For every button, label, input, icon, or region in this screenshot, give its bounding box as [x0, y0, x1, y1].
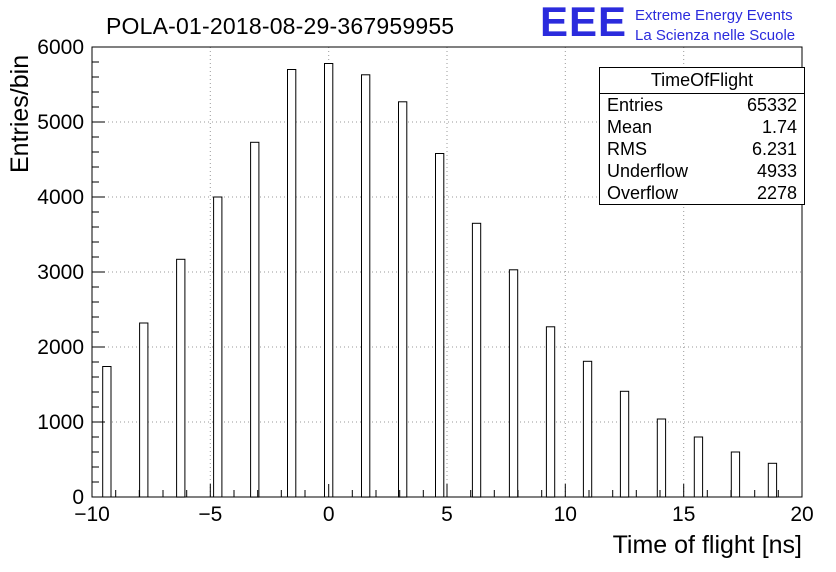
histogram-bar	[102, 366, 112, 498]
stats-row-value: 6.231	[751, 139, 797, 159]
histogram-bar	[361, 74, 371, 498]
plot-title: POLA-01-2018-08-29-367959955	[106, 13, 455, 39]
x-axis-title: Time of flight [ns]	[612, 531, 802, 559]
svg-text:5: 5	[441, 503, 453, 526]
histogram-bar	[545, 326, 556, 498]
histogram-bar	[730, 451, 741, 498]
stats-row: Underflow 4933	[600, 160, 804, 182]
x-tick-labels: −10 −5 0 5 10 15 20	[74, 503, 813, 526]
histogram-bar	[656, 418, 667, 498]
stats-row-value: 65332	[746, 95, 797, 115]
stats-row-label: Overflow	[607, 183, 679, 203]
histogram-bar	[619, 390, 630, 498]
stats-row-label: RMS	[607, 139, 647, 159]
stats-row-value: 2278	[756, 183, 797, 203]
eee-logo-line2: La Scienza nelle Scuole	[635, 26, 796, 44]
y-axis-title: Entries/bin	[6, 54, 34, 173]
stats-row-value: 4933	[756, 161, 797, 181]
histogram-bar	[139, 322, 149, 498]
eee-logo-line1: Extreme Energy Events	[635, 7, 793, 24]
histogram-bar	[324, 63, 334, 498]
histogram-bars	[102, 63, 778, 498]
histogram-bar	[287, 69, 297, 498]
svg-text:10: 10	[554, 503, 577, 526]
svg-text:1000: 1000	[37, 411, 84, 434]
svg-text:0: 0	[72, 486, 84, 509]
svg-text:4000: 4000	[37, 186, 84, 209]
histogram-bar	[471, 222, 482, 498]
y-tick-labels: 0 1000 2000 3000 4000 5000 6000	[37, 36, 84, 509]
histogram-bar	[582, 360, 593, 498]
svg-text:15: 15	[672, 503, 695, 526]
histogram-bar	[250, 141, 260, 498]
histogram-bar	[693, 436, 704, 498]
histogram-bar	[435, 153, 445, 498]
stats-row: Overflow 2278	[600, 182, 804, 204]
svg-text:−10: −10	[74, 503, 110, 526]
svg-text:6000: 6000	[37, 36, 84, 59]
eee-logo: EEE Extreme Energy Events La Scienza nel…	[540, 0, 795, 45]
eee-logo-text: Extreme Energy Events La Scienza nelle S…	[635, 2, 795, 45]
svg-text:3000: 3000	[37, 261, 84, 284]
histogram-bar	[176, 258, 186, 498]
svg-text:0: 0	[323, 503, 335, 526]
svg-text:2000: 2000	[37, 336, 84, 359]
stats-box: TimeOfFlight Entries 65332 Mean 1.74 RMS…	[599, 67, 805, 205]
histogram-bar	[398, 101, 408, 498]
stats-row-label: Entries	[607, 95, 664, 115]
histogram-bar	[767, 462, 778, 498]
stats-row: RMS 6.231	[600, 138, 804, 160]
eee-logo-acronym: EEE	[540, 0, 628, 45]
stats-row-label: Underflow	[607, 161, 689, 181]
svg-text:5000: 5000	[37, 111, 84, 134]
stats-row: Entries 65332	[600, 94, 804, 116]
stats-row: Mean 1.74	[600, 116, 804, 138]
stats-title: TimeOfFlight	[600, 68, 804, 94]
axis-ticks	[91, 46, 803, 498]
stats-row-label: Mean	[607, 117, 653, 137]
histogram-bar	[508, 269, 519, 498]
svg-text:20: 20	[790, 503, 813, 526]
histogram-bar	[213, 196, 223, 498]
svg-text:−5: −5	[198, 503, 222, 526]
stats-row-value: 1.74	[761, 117, 797, 137]
